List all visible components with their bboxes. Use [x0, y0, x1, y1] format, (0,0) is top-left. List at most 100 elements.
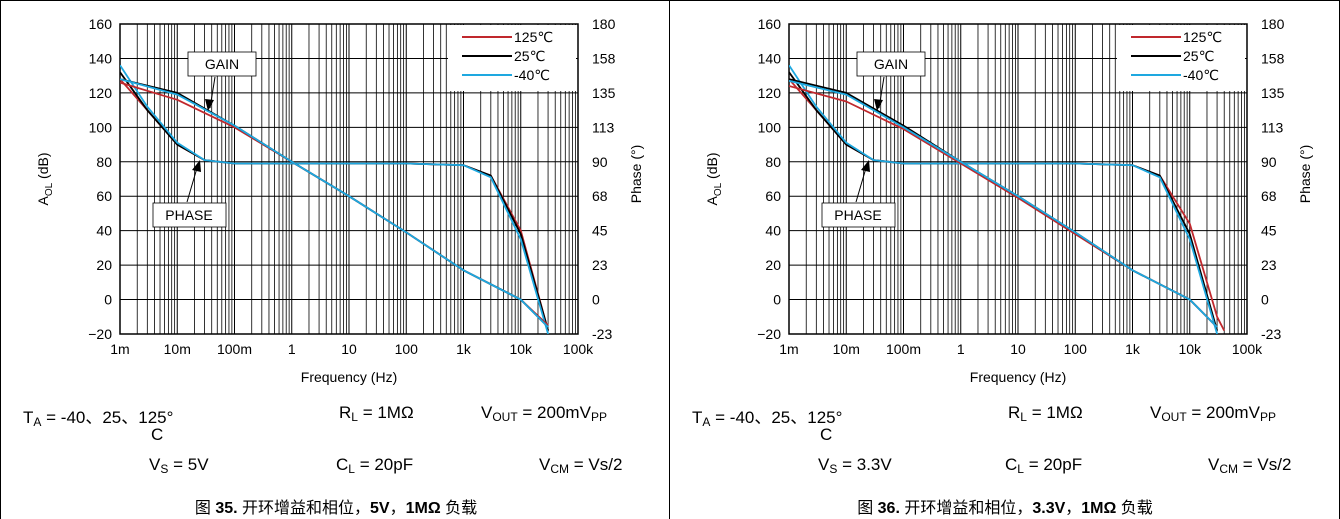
- phase-annotation-leader: [855, 167, 867, 203]
- y-tick-label-right: 90: [592, 154, 608, 170]
- y-tick-label-left: −20: [88, 326, 112, 342]
- y-tick-label-right: 180: [1261, 16, 1285, 32]
- y-tick-label-right: -23: [1261, 326, 1281, 342]
- legend-label: 25℃: [514, 48, 545, 64]
- figure-35: 160 180 140 158 120 135 100 113 80 90 60 68 40 45 20 23…: [0, 0, 670, 519]
- phase-annotation-arrowhead: [861, 160, 870, 172]
- condition-load-capacitance: CL = 20pF: [1005, 455, 1083, 476]
- y-tick-label-right: 23: [592, 257, 608, 273]
- legend-label: 25℃: [1183, 48, 1214, 64]
- y-tick-label-left: 160: [758, 16, 782, 32]
- y-tick-label-right: 135: [1261, 85, 1285, 101]
- condition-temperature: TA = -40、25、125°: [692, 408, 843, 429]
- figure-caption: 图 35. 开环增益和相位，5V，1MΩ 负载: [194, 500, 478, 517]
- x-tick-label: 100m: [217, 341, 252, 357]
- x-tick-label: 1m: [779, 341, 798, 357]
- y-tick-label-right: 45: [592, 223, 608, 239]
- x-tick-label: 10m: [164, 341, 191, 357]
- legend-box: [1117, 25, 1245, 91]
- figure-36: 160 180 140 158 120 135 100 113 80 90 60 68 40 45 20 23…: [670, 0, 1340, 519]
- x-tick-label: 100k: [1232, 341, 1263, 357]
- plot-area-border: [788, 23, 1248, 335]
- series-line-phase: [120, 64, 549, 334]
- y-tick-label-right: 90: [1261, 154, 1277, 170]
- x-tick-label: 1: [288, 341, 296, 357]
- figure-caption: 图 36. 开环增益和相位，3.3V，1MΩ 负载: [857, 500, 1153, 517]
- y-tick-label-right: 0: [592, 292, 600, 308]
- y-tick-label-left: 80: [96, 154, 112, 170]
- y-tick-label-left: 100: [89, 119, 113, 135]
- y-tick-label-left: 120: [758, 85, 782, 101]
- x-tick-label: 1: [957, 341, 965, 357]
- condition-supply-voltage: VS = 5V: [149, 455, 209, 476]
- condition-load-resistance: RL = 1MΩ: [1008, 403, 1083, 424]
- series-line-phase: [789, 71, 1218, 331]
- legend-label: -40℃: [1183, 67, 1219, 83]
- x-tick-label: 10k: [1178, 341, 1202, 357]
- y-tick-label-right: 135: [592, 85, 616, 101]
- y-tick-label-left: 160: [89, 16, 113, 32]
- frame-top-rule: [1, 0, 669, 1]
- x-tick-label: 10k: [509, 341, 533, 357]
- x-tick-label: 1k: [1125, 341, 1141, 357]
- x-tick-label: 10m: [833, 341, 860, 357]
- y-tick-label-right: 180: [592, 16, 616, 32]
- condition-temperature-unit: C: [151, 425, 164, 444]
- y-tick-label-left: 60: [765, 188, 781, 204]
- gain-annotation-label: GAIN: [205, 56, 239, 72]
- condition-common-mode-voltage: VCM = Vs/2: [1208, 455, 1292, 476]
- gain-annotation-arrowhead: [874, 99, 883, 111]
- condition-output-voltage: VOUT = 200mVPP: [481, 403, 607, 424]
- phase-annotation-box: [821, 202, 896, 228]
- gain-annotation-box: [187, 51, 257, 77]
- phase-annotation-label: PHASE: [165, 207, 212, 223]
- y-axis-label-left: AOL (dB): [35, 152, 55, 205]
- y-tick-label-right: 158: [1261, 50, 1285, 66]
- series-line-gain: [120, 78, 549, 328]
- x-tick-label: 100m: [886, 341, 921, 357]
- x-tick-label: 1k: [456, 341, 472, 357]
- legend-label: 125℃: [514, 29, 553, 45]
- y-tick-label-right: 68: [592, 188, 608, 204]
- y-tick-label-right: 113: [1261, 119, 1284, 135]
- phase-annotation-label: PHASE: [834, 207, 881, 223]
- condition-temperature: TA = -40、25、125°: [23, 408, 174, 429]
- y-tick-label-left: 80: [765, 154, 781, 170]
- gain-annotation-box: [856, 51, 926, 77]
- y-tick-label-left: 0: [773, 292, 781, 308]
- x-tick-label: 100k: [563, 341, 594, 357]
- y-tick-label-left: 20: [96, 257, 112, 273]
- series-line-phase: [120, 71, 549, 331]
- y-axis-label-left: AOL (dB): [704, 152, 724, 205]
- y-tick-label-left: 140: [89, 50, 113, 66]
- condition-supply-voltage: VS = 3.3V: [818, 455, 892, 476]
- condition-load-capacitance: CL = 20pF: [336, 455, 414, 476]
- y-tick-label-left: 40: [765, 223, 781, 239]
- gain-annotation-label: GAIN: [874, 56, 908, 72]
- condition-output-voltage: VOUT = 200mVPP: [1150, 403, 1276, 424]
- x-tick-label: 100: [395, 341, 419, 357]
- x-tick-label: 1m: [110, 341, 129, 357]
- frame-top-rule: [670, 0, 1339, 1]
- y-tick-label-right: -23: [592, 326, 612, 342]
- y-tick-label-left: 20: [765, 257, 781, 273]
- y-tick-label-left: 40: [96, 223, 112, 239]
- phase-annotation-leader: [186, 167, 198, 203]
- x-tick-label: 10: [1010, 341, 1026, 357]
- y-tick-label-right: 158: [592, 50, 616, 66]
- x-tick-label: 10: [341, 341, 357, 357]
- y-tick-label-left: 0: [104, 292, 112, 308]
- phase-annotation-arrowhead: [192, 160, 201, 172]
- condition-common-mode-voltage: VCM = Vs/2: [539, 455, 623, 476]
- y-tick-label-left: 140: [758, 50, 782, 66]
- y-tick-label-left: −20: [757, 326, 781, 342]
- gain-annotation-arrowhead: [205, 99, 214, 111]
- plot-area-border: [119, 23, 579, 335]
- y-tick-label-left: 120: [89, 85, 113, 101]
- y-tick-label-left: 60: [96, 188, 112, 204]
- x-axis-label: Frequency (Hz): [970, 369, 1066, 385]
- y-tick-label-right: 45: [1261, 223, 1277, 239]
- condition-temperature-unit: C: [820, 425, 833, 444]
- x-tick-label: 100: [1064, 341, 1088, 357]
- y-axis-label-right: Phase (°): [628, 145, 644, 204]
